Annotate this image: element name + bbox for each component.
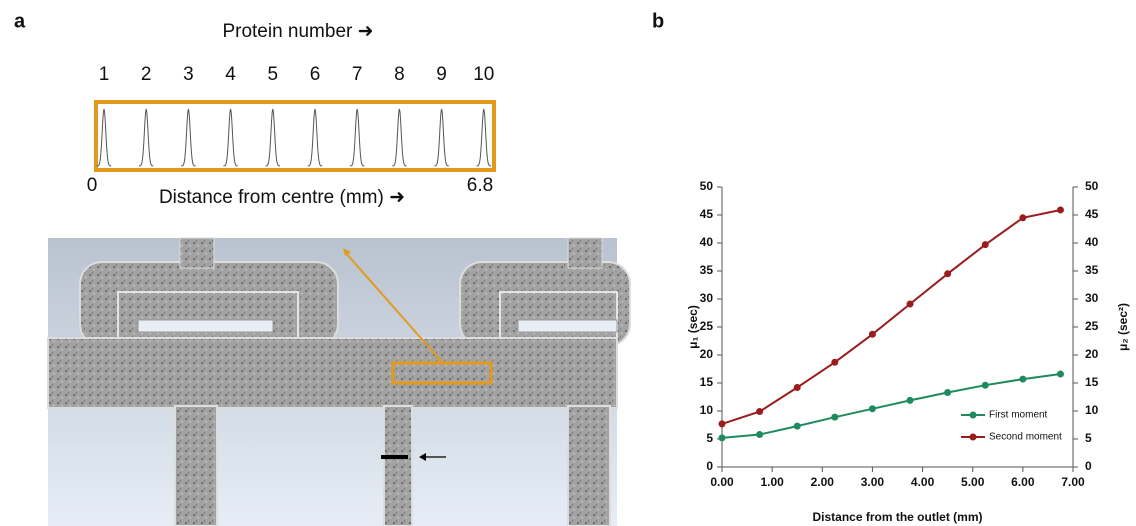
protein-number: 1: [99, 64, 110, 85]
x-tick-label: 3.00: [861, 475, 885, 489]
data-point: [794, 384, 801, 391]
y2-tick-label: 50: [1085, 179, 1099, 193]
axis-end: 6.8: [467, 175, 493, 196]
y-tick-label: 45: [700, 207, 714, 221]
data-point: [831, 359, 838, 366]
peak: [266, 109, 280, 166]
axis-title: Distance from centre (mm) ➜: [159, 187, 405, 208]
peak: [434, 109, 448, 166]
peak-box: [96, 102, 494, 170]
x-tick-label: 7.00: [1061, 475, 1085, 489]
axis-start: 0: [87, 175, 98, 196]
data-point: [869, 331, 876, 338]
y2-tick-label: 35: [1085, 263, 1099, 277]
y-tick-label: 35: [700, 263, 714, 277]
data-point: [982, 382, 989, 389]
y-tick-label: 15: [700, 375, 714, 389]
figure: a b Protein number ➜ 0 6.8 Distance from…: [0, 0, 1136, 526]
data-point: [719, 434, 726, 441]
y2-tick-label: 25: [1085, 319, 1099, 333]
panel-label: b: [652, 10, 664, 32]
peaks: [97, 109, 491, 166]
data-point: [869, 405, 876, 412]
y2-tick-label: 45: [1085, 207, 1099, 221]
y2-tick-label: 0: [1085, 459, 1092, 473]
peak: [139, 109, 153, 166]
y2-axis-title: μ₂ (sec²): [1116, 303, 1130, 351]
protein-number: 10: [473, 64, 494, 85]
x-tick-label: 4.00: [911, 475, 935, 489]
y2-tick-label: 30: [1085, 291, 1099, 305]
protein-number: 8: [394, 64, 405, 85]
peak: [477, 109, 491, 166]
x-tick-label: 5.00: [961, 475, 985, 489]
protein-number: 2: [141, 64, 152, 85]
peak: [223, 109, 237, 166]
data-point: [756, 431, 763, 438]
protein-number: 6: [310, 64, 321, 85]
chart: 0 5 10 15 20 25 30 35 40 45 50 0 5 10 15 20 25 30 35 40 45 50…: [686, 179, 1130, 524]
series-line: [722, 374, 1061, 438]
y-tick-label: 0: [706, 459, 713, 473]
peak: [181, 109, 195, 166]
x-tick-label: 6.00: [1011, 475, 1035, 489]
data-point: [944, 389, 951, 396]
x-axis-title: Distance from the outlet (mm): [812, 510, 982, 524]
peak: [97, 109, 111, 166]
y-axis-title: μ₁ (sec): [686, 305, 700, 349]
y2-tick-label: 20: [1085, 347, 1099, 361]
legend-marker: [970, 412, 977, 419]
data-point: [1057, 371, 1064, 378]
data-point: [907, 301, 914, 308]
data-point: [756, 408, 763, 415]
peak: [392, 109, 406, 166]
y2-tick-label: 5: [1085, 431, 1092, 445]
protein-number: 5: [268, 64, 279, 85]
peak: [350, 109, 364, 166]
chip-render: [48, 238, 630, 526]
peak: [308, 109, 322, 166]
y2-tick-label: 10: [1085, 403, 1099, 417]
data-point: [831, 414, 838, 421]
axis-title: Protein number ➜: [222, 21, 373, 42]
y2-tick-label: 15: [1085, 375, 1099, 389]
y-tick-label: 30: [700, 291, 714, 305]
protein-number: 4: [225, 64, 236, 85]
y-tick-label: 50: [700, 179, 714, 193]
legend-label: First moment: [989, 410, 1048, 421]
y-tick-label: 25: [700, 319, 714, 333]
panel-label: a: [14, 10, 26, 32]
y-tick-label: 20: [700, 347, 714, 361]
protein-number: 3: [183, 64, 194, 85]
data-point: [794, 423, 801, 430]
data-point: [982, 241, 989, 248]
data-point: [1019, 214, 1026, 221]
y-tick-label: 10: [700, 403, 714, 417]
protein-number: 9: [436, 64, 447, 85]
legend-marker: [970, 434, 977, 441]
y2-tick-label: 40: [1085, 235, 1099, 249]
series-line: [722, 210, 1061, 424]
x-tick-label: 0.00: [710, 475, 734, 489]
legend-label: Second moment: [989, 432, 1062, 443]
x-tick-label: 2.00: [811, 475, 835, 489]
x-tick-label: 1.00: [760, 475, 784, 489]
data-point: [1019, 376, 1026, 383]
data-point: [944, 270, 951, 277]
protein-number: 7: [352, 64, 363, 85]
y-tick-label: 5: [706, 431, 713, 445]
y-tick-label: 40: [700, 235, 714, 249]
data-point: [719, 420, 726, 427]
data-point: [1057, 206, 1064, 213]
data-point: [907, 397, 914, 404]
